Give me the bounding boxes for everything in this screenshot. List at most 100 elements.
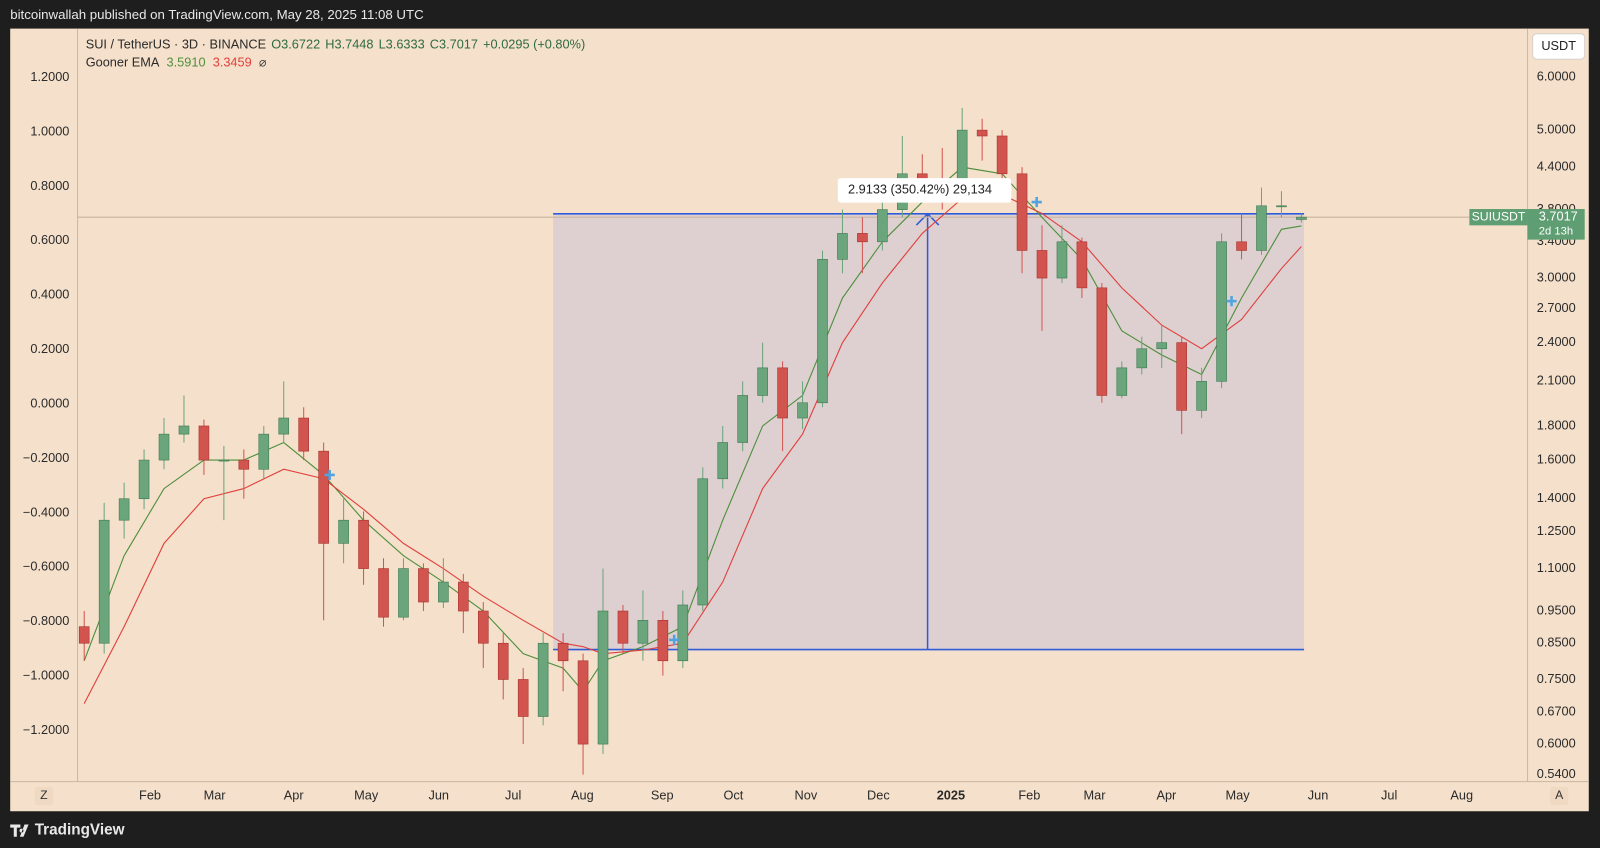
price-countdown: 2d 13h (1539, 225, 1573, 237)
candle-body (378, 568, 389, 618)
measure-range (553, 213, 1305, 650)
candle-body (1256, 205, 1267, 251)
x-tick-label: Dec (867, 787, 890, 802)
zoom-label[interactable]: Z (40, 788, 48, 802)
price-axis-value: 3.7017 (1539, 209, 1578, 224)
candle-body (737, 395, 748, 443)
candle-body (1236, 241, 1247, 251)
candle-body (657, 620, 669, 662)
y2-tick-label: 0.8500 (1537, 635, 1576, 650)
y-tick-label: 0.4000 (30, 287, 69, 302)
candle-body (158, 433, 170, 461)
y2-tick-label: 2.4000 (1537, 334, 1576, 349)
candle-body (577, 660, 589, 745)
candle-body (198, 425, 210, 461)
y-tick-label: 0.0000 (30, 395, 69, 410)
candle-body (238, 459, 250, 470)
candle-body (438, 581, 449, 603)
candle-body (1116, 367, 1128, 396)
legend-ema-slow: 3.3459 (213, 55, 252, 70)
candle-body (797, 402, 808, 419)
y2-tick-label: 5.0000 (1537, 122, 1576, 137)
x-tick-label: Apr (284, 787, 305, 802)
legend-open: O3.6722 (271, 36, 320, 51)
x-tick-label: Feb (139, 787, 161, 802)
price-tag (1469, 209, 1528, 226)
candle-body (537, 642, 549, 717)
x-tick-label: Jul (505, 787, 521, 802)
currency-label[interactable]: USDT (1541, 38, 1576, 53)
published-note: bitcoinwallah published on TradingView.c… (10, 7, 424, 22)
candle-body (996, 135, 1008, 175)
candle-body (517, 679, 529, 717)
y2-tick-label: 0.6700 (1537, 704, 1576, 719)
price-axis-tag (1527, 209, 1585, 240)
candle-body (98, 519, 110, 644)
candle-body (1196, 381, 1207, 411)
y-tick-label: −0.8000 (23, 613, 69, 628)
candle-body (258, 433, 270, 470)
zoom-button[interactable] (34, 786, 54, 806)
x-tick-label: Feb (1018, 787, 1040, 802)
candle-body (637, 620, 649, 644)
y-tick-label: −0.2000 (23, 450, 69, 465)
candle-body (717, 442, 729, 480)
candle-body (118, 498, 130, 521)
candle-body (817, 259, 828, 404)
candle-body (418, 568, 429, 603)
y2-tick-label: 1.8000 (1537, 417, 1576, 432)
currency-button[interactable] (1532, 33, 1586, 60)
candle-body (497, 642, 509, 680)
x-tick-label: Mar (1084, 787, 1107, 802)
brand-logo (10, 824, 29, 837)
x-tick-label: May (354, 787, 379, 802)
chart-background (10, 28, 1589, 812)
y2-tick-label: 2.1000 (1537, 373, 1576, 388)
candle-body (1176, 342, 1187, 411)
y-tick-label: 0.8000 (30, 178, 69, 193)
y-tick-label: 1.2000 (30, 69, 69, 84)
y2-tick-label: 0.7500 (1537, 671, 1576, 686)
candle-body (338, 519, 349, 544)
candle-body (1076, 241, 1088, 289)
candle-body (877, 209, 888, 243)
candle-body (1296, 216, 1307, 220)
x-tick-label: Jul (1381, 787, 1397, 802)
candle-body (1096, 287, 1108, 396)
x-tick-label: Mar (204, 787, 227, 802)
y-tick-label: −0.4000 (23, 504, 69, 519)
y-tick-label: 0.6000 (30, 232, 69, 247)
candle-body (458, 581, 469, 612)
y2-tick-label: 6.0000 (1537, 69, 1576, 84)
candle-body (857, 233, 868, 243)
candle-body (1016, 173, 1028, 251)
signal-marker (324, 469, 335, 481)
y2-tick-label: 1.1000 (1537, 560, 1576, 575)
candle-body (597, 610, 609, 745)
x-tick-label: Jun (428, 787, 449, 802)
candle-body (1276, 205, 1287, 208)
candle-body (178, 425, 190, 435)
candle-body (976, 129, 988, 137)
candle-body (298, 417, 309, 452)
x-tick-label: May (1226, 787, 1251, 802)
candle-body (697, 478, 709, 606)
x-tick-label: Oct (723, 787, 743, 802)
candle-body (1136, 348, 1148, 369)
legend-indicator: Gooner EMA (86, 55, 160, 70)
y-tick-label: −0.6000 (23, 559, 69, 574)
signal-marker (669, 634, 680, 645)
legend-low: L3.6333 (379, 36, 425, 51)
y2-tick-label: 1.6000 (1537, 451, 1576, 466)
x-tick-label: Apr (1156, 787, 1177, 802)
legend-ema-fast: 3.5910 (167, 55, 206, 70)
candle-body (677, 604, 689, 662)
auto-label[interactable]: A (1555, 788, 1564, 802)
y2-tick-label: 4.4000 (1537, 159, 1576, 174)
legend-symbol: SUI / TetherUS · 3D · BINANCE (86, 36, 266, 51)
y2-tick-label: 0.5400 (1537, 766, 1576, 781)
candle-body (1056, 241, 1068, 279)
auto-button[interactable] (1550, 786, 1569, 806)
legend-change: +0.0295 (+0.80%) (483, 36, 585, 51)
